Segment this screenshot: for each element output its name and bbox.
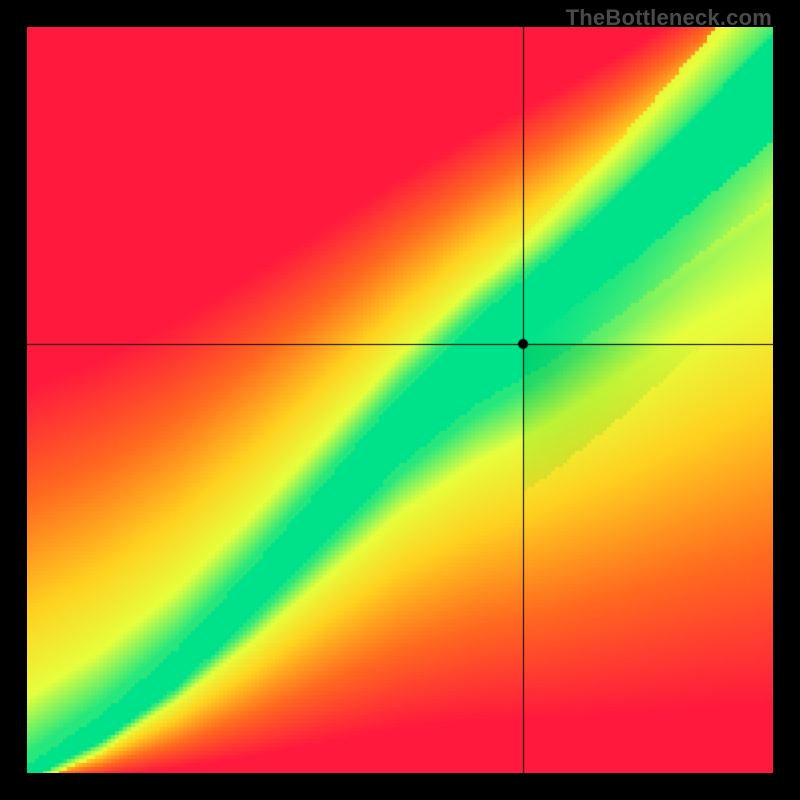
watermark-text: TheBottleneck.com <box>566 5 772 31</box>
crosshair-overlay <box>27 27 773 773</box>
